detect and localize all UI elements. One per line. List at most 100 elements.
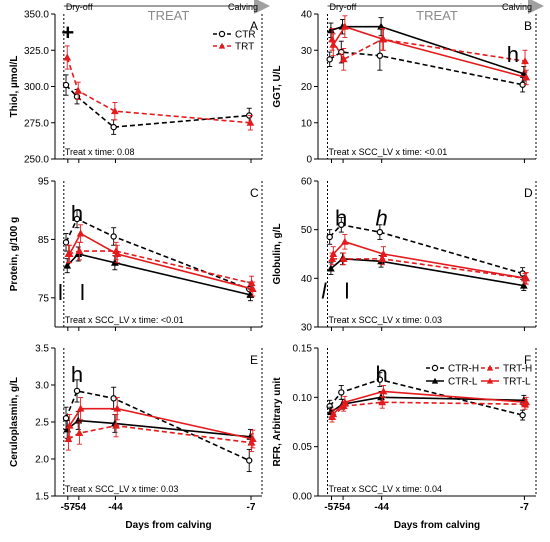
series-ctr-h	[326, 40, 526, 93]
panel-C: 75 85 95 Protein, g/100 g C Treat x SCC_LV x …	[9, 177, 263, 331]
data-point	[521, 57, 529, 65]
legend-label: CTR-H	[448, 364, 479, 375]
stat-note: Treat x SCC_LV x time: 0.03	[329, 315, 443, 325]
series-line-trt-h	[331, 401, 526, 418]
y-tick-label: 0.15	[293, 344, 313, 355]
y-tick-label: 20	[301, 82, 313, 93]
data-point	[328, 35, 336, 43]
calving-label: Calving	[228, 2, 258, 12]
data-point	[65, 421, 74, 429]
annotation-h: h	[71, 362, 83, 387]
series-trt-h	[328, 28, 529, 73]
data-point	[522, 398, 531, 406]
data-point	[75, 247, 84, 255]
panel-D: 30 40 50 60 Globulin, g/L D Treat x SCC_LV x t…	[272, 177, 537, 334]
annotation-h: h	[376, 362, 388, 387]
data-point	[75, 429, 84, 437]
treat-label: TREAT	[148, 8, 190, 23]
legend-marker	[218, 30, 226, 38]
data-point	[379, 249, 388, 257]
y-axis-label: RFR, Arbitrary unit	[272, 377, 283, 467]
data-point	[113, 249, 122, 257]
data-point	[329, 249, 338, 257]
data-point	[63, 53, 72, 61]
y-tick-label: 3.0	[35, 381, 49, 392]
data-point	[110, 233, 117, 240]
annotation-l: l	[321, 279, 327, 304]
data-point	[112, 421, 120, 429]
data-point	[522, 274, 531, 282]
series-line-ctr-l	[66, 253, 251, 296]
series-line-ctr-h	[329, 223, 523, 275]
series-ctr-h	[326, 372, 526, 421]
y-tick-label: 75	[38, 293, 50, 304]
data-point	[113, 404, 122, 412]
annotation-h: h	[507, 42, 519, 67]
y-tick-label: 0.05	[293, 442, 313, 453]
data-point	[338, 221, 345, 228]
dryoff-label: Dry-off	[330, 2, 357, 12]
panel-letter: B	[524, 19, 532, 33]
data-point	[341, 22, 349, 30]
series-line-trt-l	[332, 390, 527, 415]
data-point	[339, 55, 348, 63]
legend-label: TRT	[235, 42, 254, 53]
series-line-trt-l	[68, 407, 253, 440]
series-line-ctr-l	[330, 396, 524, 413]
series-line-trt-l	[332, 240, 527, 280]
series-ctr-h	[62, 209, 253, 297]
series-trt-l	[329, 385, 531, 420]
x-tick-label: -44	[108, 502, 123, 513]
y-tick-label: 250.0	[24, 155, 49, 166]
x-axis-label-left: Days from calving	[125, 520, 211, 531]
legend-label: CTR	[235, 30, 256, 41]
series-line-trt-l	[332, 25, 527, 79]
x-tick-label: -7	[520, 502, 529, 513]
y-tick-label: 30	[301, 46, 313, 57]
panel-letter: E	[250, 353, 258, 367]
panel-E: 1.5 2.0 2.5 3.0 3.5 -57-54 -44 -7 Ceruloplasmin,…	[9, 344, 263, 513]
series-trt-l	[329, 15, 531, 86]
y-tick-label: 2.5	[35, 418, 49, 429]
legend-marker	[431, 364, 439, 372]
x-tick-label: -57	[61, 502, 76, 513]
series-trt-l	[329, 234, 531, 285]
series-ctr-h	[326, 217, 526, 280]
data-point	[376, 52, 384, 59]
y-axis-label: Globulin, g/L	[272, 223, 283, 284]
data-point	[329, 410, 338, 418]
stat-note: Treat x SCC_LV x time: 0.04	[329, 484, 443, 494]
y-tick-label: 40	[301, 274, 313, 285]
y-tick-label: 275.0	[24, 118, 49, 129]
data-point	[329, 40, 338, 48]
data-point	[519, 411, 526, 419]
data-point	[522, 73, 531, 81]
series-line-ctr-h	[329, 378, 523, 416]
legend-marker	[218, 42, 226, 49]
y-tick-label: 30	[301, 323, 313, 334]
annotation-h: h	[376, 206, 388, 231]
panel-letter: D	[524, 186, 533, 200]
data-point	[327, 264, 335, 272]
y-tick-label: 0.10	[293, 393, 313, 404]
data-point	[110, 123, 117, 131]
stat-note: Treat x time: 0.08	[65, 147, 135, 157]
y-tick-label: 300.0	[24, 82, 49, 93]
series-ctr-h	[62, 379, 253, 473]
series-line-ctr	[65, 84, 250, 128]
data-point	[339, 254, 348, 262]
data-point	[73, 387, 81, 395]
y-tick-label: 40	[301, 10, 313, 21]
data-point	[376, 376, 384, 383]
series-line-trt-h	[331, 38, 526, 62]
data-point	[65, 249, 74, 257]
data-point	[62, 81, 70, 89]
data-point	[341, 237, 349, 245]
series-line-ctr-h	[65, 217, 250, 290]
data-point	[326, 403, 333, 410]
series-trt-l	[65, 397, 257, 449]
y-tick-label: 350.0	[24, 10, 49, 21]
